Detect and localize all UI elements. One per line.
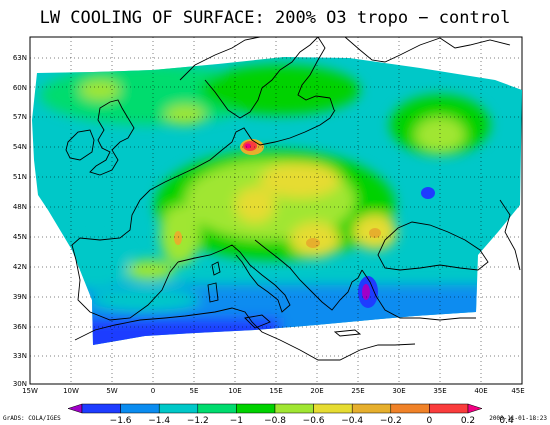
lat-label: 33N: [13, 352, 27, 360]
lon-label: 40E: [474, 387, 487, 395]
colorbar-label: −1.4: [148, 416, 170, 425]
latitude-labels: 63N 60N 57N 54N 51N 48N 45N 42N 39N 36N …: [13, 54, 27, 388]
colorbar-label: −1.6: [110, 416, 132, 425]
lon-label: 45E: [511, 387, 524, 395]
lon-label: 35E: [433, 387, 446, 395]
colorbar-label: 0.4: [499, 416, 514, 425]
grads-credit: GrADS: COLA/IGES: [3, 415, 61, 422]
lon-label: 15E: [269, 387, 282, 395]
colorbar-box: [236, 403, 276, 414]
map-title: LW COOLING OF SURFACE: 200% O3 tropo − c…: [39, 8, 511, 28]
lon-label: 10E: [228, 387, 241, 395]
colorbar-box: [81, 403, 121, 414]
coastlines: [65, 36, 521, 361]
colorbar-low-arrow: [67, 403, 83, 414]
colorbar-label: −0.8: [264, 416, 286, 425]
longitude-labels: 15W 10W 5W 0 5E 10E 15E 20E 25E 30E 35E …: [22, 387, 525, 395]
lat-label: 45N: [13, 233, 27, 241]
colorbar-label: −1: [230, 416, 243, 425]
timestamp: 2000-11-01-18:23: [489, 415, 547, 422]
colorbar-label: −1.2: [187, 416, 209, 425]
colorbar-high-arrow: [467, 403, 483, 414]
lon-label: 5E: [190, 387, 199, 395]
colorbar-box: [158, 403, 199, 414]
colorbar-label: −0.6: [303, 416, 325, 425]
colorbar-label: −0.2: [380, 416, 402, 425]
colorbar-label: −0.4: [341, 416, 363, 425]
lon-label: 15W: [22, 387, 38, 395]
colorbar-label: 0: [427, 416, 433, 425]
colorbar-box: [390, 403, 430, 414]
lat-label: 42N: [13, 263, 27, 271]
shaded-field: [32, 57, 522, 345]
lon-label: 5W: [106, 387, 117, 395]
lat-label: 36N: [13, 323, 27, 331]
lat-label: 48N: [13, 203, 27, 211]
colorbar-box: [351, 403, 392, 414]
lon-label: 20E: [310, 387, 323, 395]
colorbar-box: [429, 403, 469, 414]
lat-label: 51N: [13, 173, 27, 181]
colorbar-box: [197, 403, 237, 414]
lat-label: 30N: [13, 380, 27, 388]
lat-label: 63N: [13, 54, 27, 62]
lon-label: 30E: [392, 387, 405, 395]
colorbar-box: [313, 403, 353, 414]
colorbar-label: 0.2: [461, 416, 475, 425]
colorbar: −1.6 −1.4 −1.2 −1 −0.8 −0.6 −0.4 −0.2 0 0.2 0.4: [67, 403, 514, 425]
lat-label: 60N: [13, 84, 27, 92]
colorbar-box: [274, 403, 314, 414]
colorbar-box: [120, 403, 160, 414]
lon-label: 25E: [351, 387, 364, 395]
lon-label: 0: [151, 387, 155, 395]
lon-label: 10W: [63, 387, 79, 395]
lat-label: 54N: [13, 143, 27, 151]
lat-label: 57N: [13, 113, 27, 121]
lat-label: 39N: [13, 293, 27, 301]
